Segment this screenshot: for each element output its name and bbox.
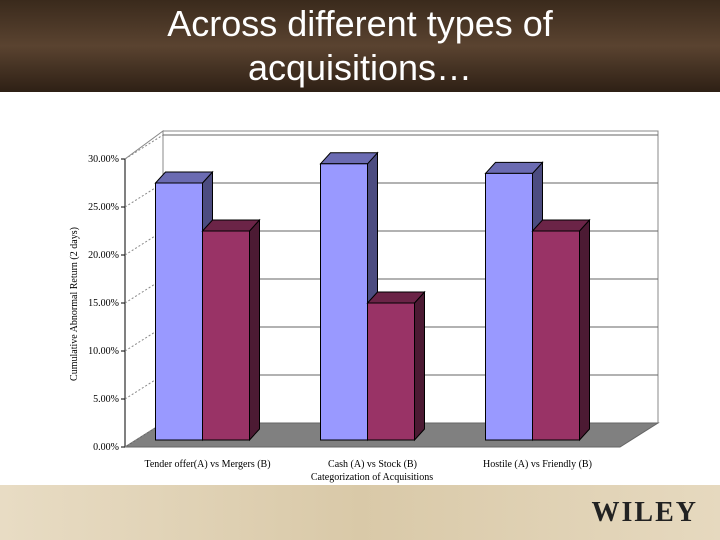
y-tick-label: 20.00% (88, 250, 119, 261)
bar (532, 230, 580, 441)
bar-side (414, 290, 425, 442)
footer: WILEY (0, 485, 720, 540)
y-tick-label: 0.00% (93, 442, 119, 453)
bar-top (319, 152, 379, 165)
bar (367, 302, 415, 441)
x-tick-label: Hostile (A) vs Friendly (B) (483, 459, 592, 470)
bar-side (579, 218, 590, 442)
y-tick-label: 10.00% (88, 346, 119, 357)
logo: WILEY (591, 497, 698, 528)
slide-title: Across different types of acquisitions… (167, 3, 553, 88)
bar-top (531, 219, 591, 232)
bar-side (249, 218, 260, 442)
bar-top (201, 219, 261, 232)
grid-line-slant (124, 134, 164, 160)
y-tick-label: 25.00% (88, 202, 119, 213)
y-tick-label: 5.00% (93, 394, 119, 405)
y-tick-label: 30.00% (88, 154, 119, 165)
bar-top (484, 161, 544, 174)
bar-top (154, 171, 214, 184)
x-axis-label: Categorization of Acquisitions (311, 472, 433, 483)
banner: Across different types of acquisitions… (0, 0, 720, 92)
y-tick-label: 15.00% (88, 298, 119, 309)
bar (202, 230, 250, 441)
bar (155, 182, 203, 441)
bar (320, 163, 368, 441)
x-tick-label: Tender offer(A) vs Mergers (B) (144, 459, 270, 470)
bar-top (366, 291, 426, 304)
chart: Cumulative Abnormal Return (2 days) Cate… (69, 130, 660, 483)
x-tick-label: Cash (A) vs Stock (B) (328, 459, 417, 470)
y-axis-label: Cumulative Abnormal Return (2 days) (69, 227, 80, 381)
bar (485, 172, 533, 441)
